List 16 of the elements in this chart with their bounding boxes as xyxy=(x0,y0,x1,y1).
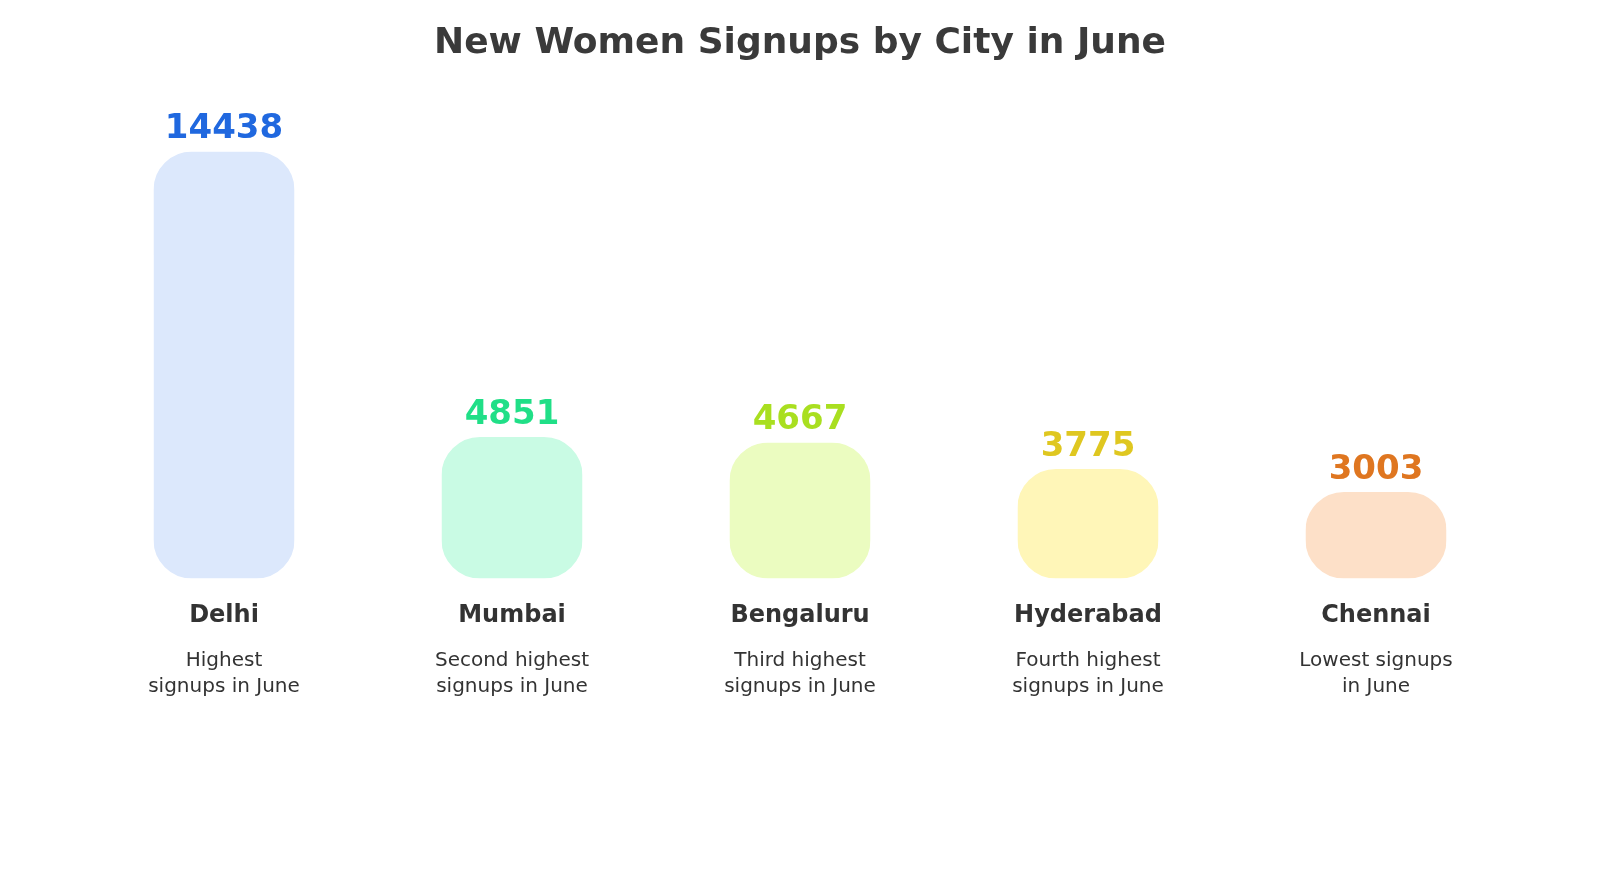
x-tick-label: Delhi xyxy=(189,599,259,628)
text: Lowest signups in June xyxy=(1299,647,1453,697)
chart-title: New Women Signups by City in June xyxy=(434,20,1166,61)
x-tick-label: Hyderabad xyxy=(1014,599,1162,628)
x-tick-label: Bengaluru xyxy=(730,599,870,628)
data-label: 4851 xyxy=(464,391,560,432)
data-label: 3775 xyxy=(1040,423,1136,464)
data-label: 3003 xyxy=(1328,446,1424,487)
text: Fourth highest signups in June xyxy=(1012,647,1164,697)
x-tick-label: Chennai xyxy=(1321,599,1431,628)
text: Second highest signups in June xyxy=(434,647,590,697)
text: Highest signups in June xyxy=(148,647,300,697)
text: Third highest signups in June xyxy=(724,647,876,697)
data-label: 14438 xyxy=(164,106,284,146)
data-label: 4667 xyxy=(752,397,848,437)
x-tick-label: Mumbai xyxy=(458,599,566,628)
